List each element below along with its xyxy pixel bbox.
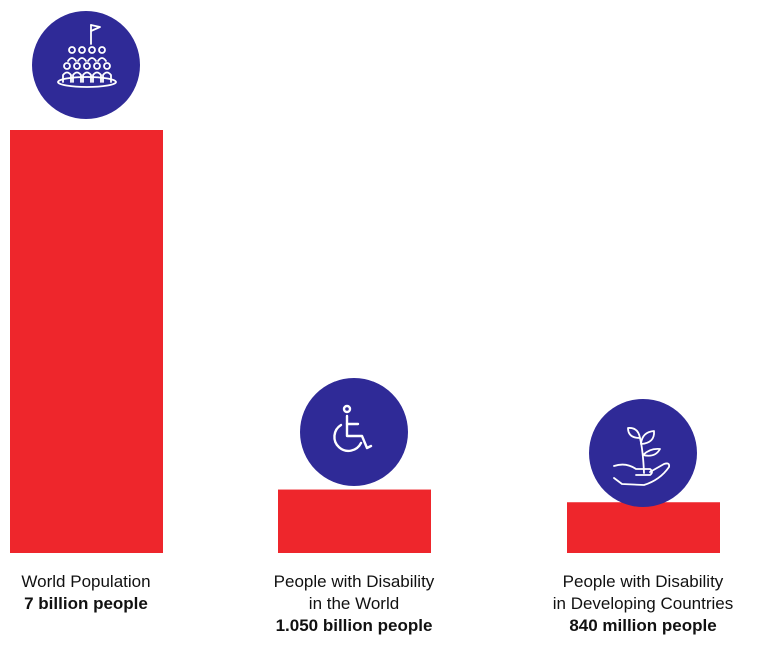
category-name: World Population — [21, 572, 151, 591]
category-label-disability-world: People with Disability in the World 1.05… — [234, 571, 474, 637]
category-label-world-population: World Population 7 billion people — [0, 571, 206, 615]
value-label: 7 billion people — [24, 594, 148, 613]
category-name-line-2: in the World — [308, 594, 400, 613]
category-name-line-1: People with Disability — [562, 572, 724, 591]
bar-3 — [567, 502, 720, 553]
category-label-disability-developing: People with Disability in Developing Cou… — [523, 571, 758, 637]
value-label: 840 million people — [569, 616, 717, 635]
seedling-in-hand-icon — [589, 399, 697, 507]
bar-1 — [10, 130, 163, 553]
category-name-line-2: in Developing Countries — [552, 594, 734, 613]
bars-group — [10, 130, 720, 553]
value-label: 1.050 billion people — [275, 616, 433, 635]
wheelchair-icon — [300, 378, 408, 486]
bar-2 — [278, 489, 431, 553]
crowd-with-flag-icon — [32, 11, 140, 119]
category-name-line-1: People with Disability — [273, 572, 435, 591]
